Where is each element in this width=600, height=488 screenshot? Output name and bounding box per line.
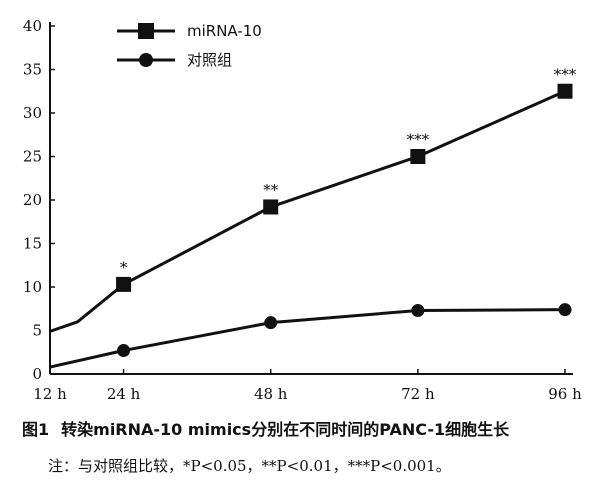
y-tick-label-5: 5 (32, 322, 42, 340)
data-point-1-3 (411, 303, 425, 317)
data-point-0-3 (263, 199, 279, 215)
data-point-1-2 (264, 316, 278, 330)
y-tick-label-10: 10 (23, 278, 42, 296)
legend-label-0: miRNA-10 (187, 22, 262, 40)
significance-label-0-3: ** (263, 181, 279, 199)
data-point-0-4 (410, 149, 426, 164)
y-tick-label-15: 15 (23, 235, 42, 253)
x-tick-label-0: 12 h (33, 385, 67, 403)
figure-note: 注：与对照组比较，*P<0.05，**P<0.01，***P<0.001。 (48, 457, 451, 475)
data-point-1-4 (558, 303, 572, 317)
y-tick-label-20: 20 (23, 191, 42, 209)
significance-label-0-5: *** (554, 65, 577, 83)
legend-marker-0 (138, 23, 154, 39)
y-tick-label-35: 35 (23, 61, 42, 79)
data-point-1-1 (117, 344, 131, 358)
x-tick-label-1: 24 h (107, 385, 141, 403)
legend-label-1: 对照组 (187, 51, 232, 69)
legend-marker-1 (139, 53, 153, 67)
data-point-0-2 (116, 276, 132, 292)
y-tick-label-25: 25 (23, 148, 42, 166)
figure-caption-text: 转染miRNA-10 mimics分别在不同时间的PANC-1细胞生长 (61, 420, 510, 439)
data-point-0-5 (557, 83, 573, 99)
x-tick-label-2: 48 h (254, 385, 288, 403)
y-tick-label-40: 40 (23, 17, 42, 35)
x-tick-label-4: 96 h (548, 385, 582, 403)
figure-label: 图1 (22, 420, 50, 439)
series-line-1 (49, 308, 566, 369)
y-tick-label-30: 30 (23, 104, 42, 122)
significance-label-0-2: * (120, 258, 128, 276)
figure-caption: 图1 转染miRNA-10 mimics分别在不同时间的PANC-1细胞生长 (22, 416, 509, 440)
x-tick-label-3: 72 h (401, 385, 435, 403)
series-line-0 (49, 89, 566, 333)
y-tick-label-0: 0 (32, 365, 42, 383)
significance-label-0-4: *** (407, 131, 430, 149)
